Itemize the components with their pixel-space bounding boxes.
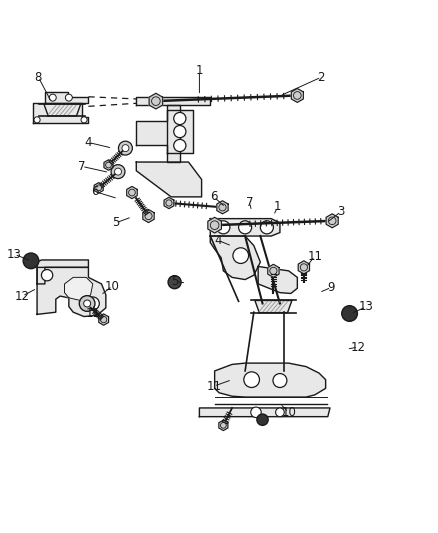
Text: 7: 7 (246, 196, 253, 208)
Text: 1: 1 (196, 64, 203, 77)
Text: 8: 8 (35, 71, 42, 84)
Text: 13: 13 (7, 248, 22, 261)
Circle shape (276, 408, 284, 417)
Text: 4: 4 (85, 136, 92, 149)
Text: 10: 10 (281, 406, 296, 419)
Circle shape (239, 221, 252, 234)
Polygon shape (149, 93, 162, 109)
Circle shape (115, 168, 121, 175)
Circle shape (34, 117, 40, 123)
Polygon shape (199, 408, 330, 417)
Text: 12: 12 (351, 341, 366, 353)
Polygon shape (215, 363, 325, 397)
Circle shape (174, 112, 186, 125)
Text: 5: 5 (112, 216, 119, 230)
Polygon shape (210, 219, 280, 236)
Polygon shape (64, 277, 93, 301)
Circle shape (111, 165, 125, 179)
Circle shape (260, 221, 273, 234)
Polygon shape (208, 217, 222, 233)
Polygon shape (258, 266, 297, 294)
Polygon shape (37, 260, 88, 284)
Circle shape (42, 270, 53, 281)
Polygon shape (219, 420, 228, 431)
Polygon shape (291, 88, 304, 102)
Circle shape (251, 407, 261, 417)
Text: 2: 2 (318, 71, 325, 84)
Polygon shape (268, 264, 279, 277)
Circle shape (168, 276, 181, 289)
Text: 11: 11 (307, 249, 322, 263)
Text: 12: 12 (15, 289, 30, 303)
Polygon shape (136, 162, 201, 197)
Text: 11: 11 (206, 379, 221, 393)
Circle shape (174, 140, 186, 151)
Circle shape (342, 305, 357, 321)
Circle shape (244, 372, 259, 387)
Circle shape (118, 141, 132, 155)
Polygon shape (99, 314, 109, 325)
Polygon shape (33, 103, 88, 123)
Text: 6: 6 (210, 190, 218, 204)
Polygon shape (217, 201, 228, 214)
Polygon shape (210, 236, 260, 279)
Text: 10: 10 (105, 280, 120, 293)
Circle shape (233, 248, 249, 263)
Polygon shape (104, 160, 113, 170)
Polygon shape (45, 92, 88, 103)
Text: 9: 9 (328, 281, 335, 294)
Circle shape (49, 94, 56, 101)
Text: 7: 7 (78, 160, 86, 173)
Circle shape (86, 297, 99, 310)
Polygon shape (255, 301, 292, 313)
Polygon shape (143, 209, 154, 223)
Text: 13: 13 (359, 301, 374, 313)
Polygon shape (167, 110, 193, 154)
Circle shape (273, 374, 287, 387)
Circle shape (23, 253, 39, 269)
Circle shape (217, 221, 230, 234)
Circle shape (79, 296, 95, 311)
Circle shape (174, 125, 186, 138)
Text: 5: 5 (171, 275, 178, 288)
Text: 11: 11 (85, 306, 100, 320)
Text: 6: 6 (91, 185, 99, 198)
Polygon shape (298, 261, 310, 274)
Polygon shape (136, 106, 180, 162)
Polygon shape (94, 183, 103, 193)
Text: 1: 1 (274, 200, 282, 213)
Text: 3: 3 (337, 205, 345, 218)
Polygon shape (326, 214, 338, 228)
Polygon shape (164, 197, 174, 208)
Polygon shape (127, 187, 137, 199)
Circle shape (257, 414, 268, 425)
Polygon shape (136, 97, 210, 106)
Polygon shape (44, 104, 81, 116)
Polygon shape (37, 268, 106, 317)
Circle shape (65, 94, 72, 101)
Circle shape (84, 300, 91, 307)
Text: 4: 4 (214, 234, 222, 247)
Circle shape (122, 144, 129, 151)
Circle shape (81, 117, 87, 123)
